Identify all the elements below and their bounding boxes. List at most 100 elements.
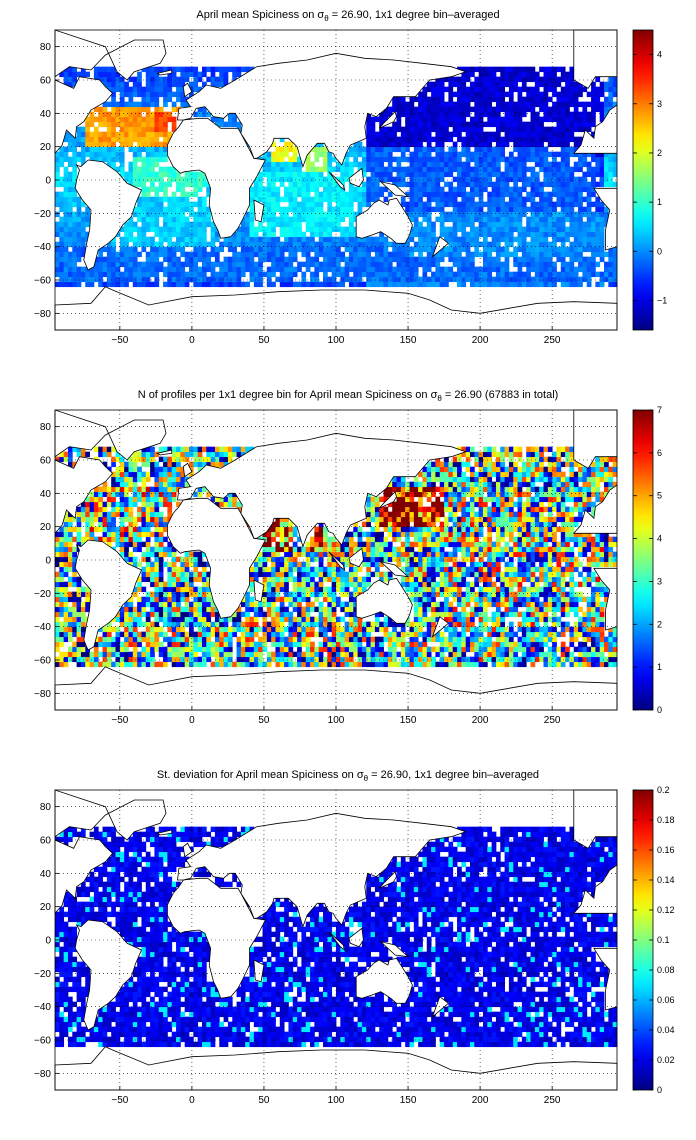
heatmap-cell bbox=[530, 201, 536, 208]
heatmap-cell bbox=[236, 616, 242, 623]
heatmap-cell bbox=[163, 186, 168, 193]
heatmap-cell bbox=[534, 236, 540, 243]
heatmap-cell bbox=[599, 211, 605, 218]
heatmap-cell bbox=[353, 626, 359, 633]
heatmap-cell bbox=[470, 141, 475, 148]
heatmap-cell bbox=[543, 246, 549, 253]
heatmap-cell bbox=[573, 266, 579, 273]
heatmap-cell bbox=[145, 646, 151, 653]
heatmap-cell bbox=[573, 151, 579, 158]
heatmap-cell bbox=[258, 271, 263, 278]
heatmap-cell bbox=[106, 251, 112, 258]
heatmap-cell bbox=[491, 241, 497, 248]
heatmap-cell bbox=[491, 96, 497, 103]
heatmap-cell bbox=[495, 176, 501, 183]
heatmap-cell bbox=[530, 626, 536, 633]
heatmap-cell bbox=[357, 251, 363, 258]
heatmap-cell bbox=[426, 151, 432, 158]
heatmap-cell bbox=[482, 146, 488, 153]
heatmap-cell bbox=[578, 136, 583, 143]
heatmap-cell bbox=[279, 246, 285, 253]
heatmap-cell bbox=[513, 651, 518, 658]
heatmap-cell bbox=[327, 651, 333, 658]
heatmap-cell bbox=[318, 236, 324, 243]
heatmap-cell bbox=[595, 216, 601, 223]
heatmap-cell bbox=[582, 106, 588, 113]
heatmap-cell bbox=[240, 631, 246, 638]
heatmap-cell bbox=[413, 246, 419, 253]
heatmap-cell bbox=[508, 161, 514, 168]
heatmap-cell bbox=[521, 276, 527, 283]
heatmap-cell bbox=[539, 261, 544, 268]
heatmap-cell bbox=[111, 636, 116, 643]
heatmap-cell bbox=[236, 256, 242, 263]
heatmap-cell bbox=[591, 166, 596, 173]
heatmap-cell bbox=[439, 91, 445, 98]
heatmap-cell bbox=[560, 651, 566, 658]
heatmap-cell bbox=[470, 631, 475, 638]
heatmap-cell bbox=[370, 281, 376, 288]
heatmap-cell bbox=[249, 636, 255, 643]
heatmap-cell bbox=[366, 626, 371, 633]
heatmap-cell bbox=[145, 81, 151, 88]
heatmap-cell bbox=[396, 641, 402, 648]
heatmap-cell bbox=[452, 661, 458, 668]
heatmap-cell bbox=[565, 621, 570, 628]
heatmap-cell bbox=[565, 91, 570, 98]
heatmap-cell bbox=[150, 121, 155, 128]
heatmap-cell bbox=[426, 646, 432, 653]
heatmap-cell bbox=[504, 181, 510, 188]
heatmap-cell bbox=[266, 196, 272, 203]
heatmap-cell bbox=[387, 131, 393, 138]
heatmap-cell bbox=[262, 231, 268, 238]
coastline bbox=[54, 29, 167, 81]
heatmap-cell bbox=[500, 171, 505, 178]
heatmap-cell bbox=[193, 656, 199, 663]
heatmap-cell bbox=[171, 231, 177, 238]
heatmap-cell bbox=[387, 656, 393, 663]
heatmap-cell bbox=[599, 206, 605, 213]
heatmap-cell bbox=[539, 196, 544, 203]
heatmap-cell bbox=[578, 651, 583, 658]
heatmap-cell bbox=[314, 211, 320, 218]
heatmap-cell bbox=[249, 226, 255, 233]
heatmap-cell bbox=[608, 96, 614, 103]
heatmap-cell bbox=[457, 161, 462, 168]
heatmap-cell bbox=[604, 106, 609, 113]
heatmap-cell bbox=[517, 126, 523, 133]
heatmap-cell bbox=[193, 71, 199, 78]
heatmap-cell bbox=[210, 266, 216, 273]
heatmap-cell bbox=[426, 196, 432, 203]
heatmap-cell bbox=[180, 231, 186, 238]
heatmap-cell bbox=[171, 281, 177, 288]
heatmap-cell bbox=[154, 126, 160, 133]
heatmap-cell bbox=[578, 156, 583, 163]
heatmap-cell bbox=[422, 266, 428, 273]
heatmap-cell bbox=[150, 256, 155, 263]
heatmap-cell bbox=[478, 211, 484, 218]
heatmap-cell bbox=[214, 261, 220, 268]
heatmap-cell bbox=[513, 271, 518, 278]
heatmap-cell bbox=[366, 166, 371, 173]
heatmap-cell bbox=[145, 76, 151, 83]
heatmap-cell bbox=[495, 196, 501, 203]
heatmap-cell bbox=[422, 131, 428, 138]
heatmap-cell bbox=[534, 131, 540, 138]
heatmap-cell bbox=[344, 626, 350, 633]
heatmap-cell bbox=[435, 186, 441, 193]
heatmap-cell bbox=[284, 161, 289, 168]
heatmap-cell bbox=[245, 266, 250, 273]
heatmap-cell bbox=[444, 656, 449, 663]
heatmap-cell bbox=[487, 96, 493, 103]
heatmap-cell bbox=[150, 206, 155, 213]
heatmap-cell bbox=[132, 616, 138, 623]
heatmap-cell bbox=[331, 281, 337, 288]
heatmap-cell bbox=[552, 241, 557, 248]
heatmap-cell bbox=[167, 231, 173, 238]
heatmap-cell bbox=[184, 236, 190, 243]
heatmap-cell bbox=[448, 246, 454, 253]
heatmap-cell bbox=[132, 116, 138, 123]
heatmap-cell bbox=[560, 66, 566, 73]
heatmap-cell bbox=[67, 616, 73, 623]
heatmap-cell bbox=[292, 661, 298, 668]
